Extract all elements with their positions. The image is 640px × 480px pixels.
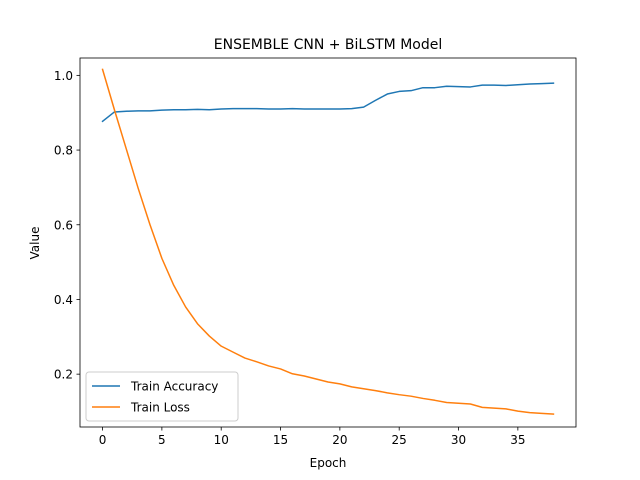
- series-line-0: [101, 82, 555, 123]
- plot-lines: [101, 68, 555, 415]
- x-tick-label: 0: [99, 433, 107, 447]
- y-tick-label: 0.4: [54, 293, 73, 307]
- series-line-1: [101, 68, 555, 415]
- x-tick-label: 30: [451, 433, 466, 447]
- x-tick-label: 5: [158, 433, 166, 447]
- x-tick-label: 20: [332, 433, 347, 447]
- x-tick-label: 10: [214, 433, 229, 447]
- y-tick-label: 0.2: [54, 368, 73, 382]
- y-tick-label: 1.0: [54, 69, 73, 83]
- x-axis-ticks: 0 5 10 15 20 25 30 35: [99, 427, 525, 447]
- chart-title: ENSEMBLE CNN + BiLSTM Model: [214, 37, 442, 53]
- x-tick-label: 35: [510, 433, 525, 447]
- y-axis-ticks: 0.2 0.4 0.6 0.8 1.0: [54, 69, 80, 382]
- y-tick-label: 0.8: [54, 144, 73, 158]
- legend: Train Accuracy Train Loss: [85, 371, 239, 422]
- x-tick-label: 15: [273, 433, 288, 447]
- plot-frame: [79, 57, 577, 428]
- legend-label-0: Train Accuracy: [130, 380, 218, 394]
- y-tick-label: 0.6: [54, 218, 73, 232]
- y-axis-label: Value: [28, 227, 42, 260]
- legend-box: [85, 371, 239, 422]
- legend-label-1: Train Loss: [130, 401, 190, 415]
- x-tick-label: 25: [392, 433, 407, 447]
- x-axis-label: Epoch: [310, 456, 347, 470]
